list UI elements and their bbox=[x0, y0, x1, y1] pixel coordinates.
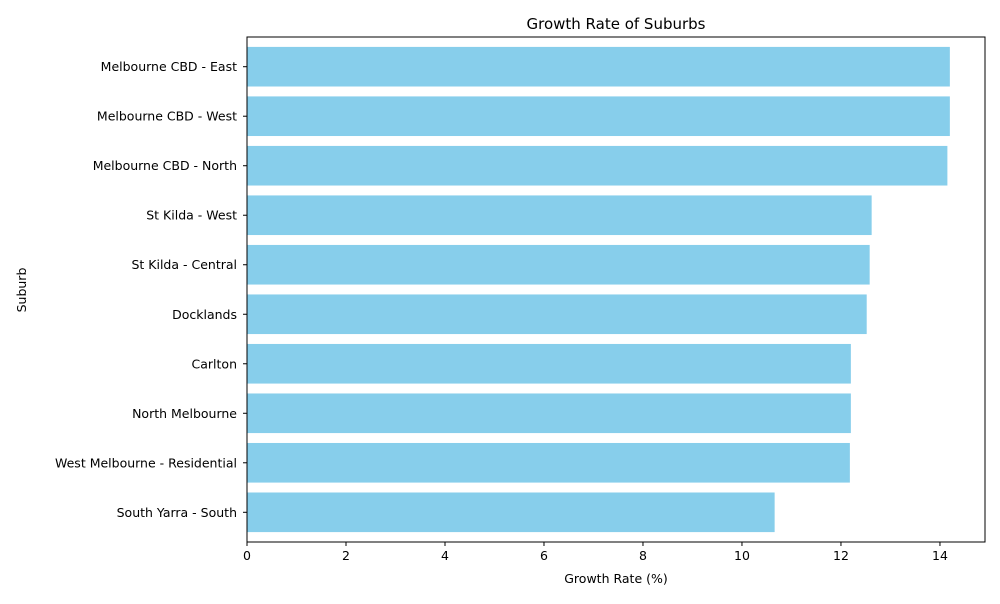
y-tick-label: Melbourne CBD - West bbox=[97, 109, 237, 124]
bar-3 bbox=[247, 146, 947, 186]
x-tick-label: 8 bbox=[639, 548, 647, 563]
y-axis-title: Suburb bbox=[14, 268, 29, 313]
bars-group bbox=[247, 47, 950, 532]
x-tick-label: 4 bbox=[441, 548, 449, 563]
x-tick-label: 2 bbox=[342, 548, 350, 563]
bar-7 bbox=[247, 344, 851, 384]
chart-title: Growth Rate of Suburbs bbox=[526, 15, 705, 33]
x-tick-label: 14 bbox=[932, 548, 948, 563]
x-axis-title: Growth Rate (%) bbox=[564, 571, 668, 586]
y-tick-label: South Yarra - South bbox=[117, 505, 237, 520]
y-tick-label: North Melbourne bbox=[132, 406, 237, 421]
bar-6 bbox=[247, 294, 867, 334]
bar-1 bbox=[247, 47, 950, 87]
bar-8 bbox=[247, 393, 851, 433]
x-axis-ticks: 0 2 4 6 8 10 12 14 bbox=[243, 542, 948, 563]
x-tick-label: 0 bbox=[243, 548, 251, 563]
y-tick-label: Melbourne CBD - East bbox=[101, 59, 237, 74]
y-tick-label: Carlton bbox=[192, 356, 237, 371]
x-tick-label: 12 bbox=[833, 548, 849, 563]
bar-4 bbox=[247, 195, 872, 235]
bar-10 bbox=[247, 492, 775, 532]
y-tick-label: Melbourne CBD - North bbox=[93, 158, 237, 173]
y-tick-label: St Kilda - West bbox=[146, 208, 237, 223]
bar-9 bbox=[247, 443, 850, 483]
bar-2 bbox=[247, 96, 950, 136]
y-tick-label: West Melbourne - Residential bbox=[55, 455, 237, 470]
y-tick-label: St Kilda - Central bbox=[131, 257, 237, 272]
y-axis-ticks: Melbourne CBD - East Melbourne CBD - West… bbox=[55, 59, 247, 520]
x-tick-label: 10 bbox=[734, 548, 750, 563]
x-tick-label: 6 bbox=[540, 548, 548, 563]
y-tick-label: Docklands bbox=[172, 307, 237, 322]
bar-5 bbox=[247, 245, 870, 285]
